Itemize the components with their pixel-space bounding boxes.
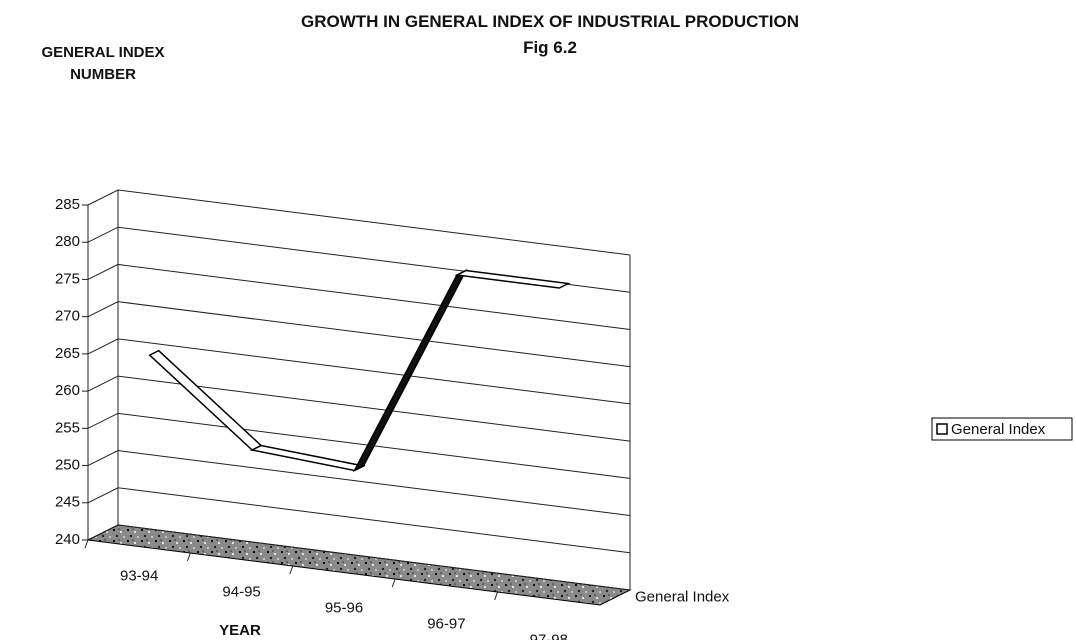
- x-tick: [186, 552, 191, 562]
- grid-line: [87, 263, 631, 330]
- y-axis-label: GENERAL INDEX NUMBER: [41, 44, 165, 83]
- grid-line: [87, 524, 631, 591]
- y-tick-label: 250: [55, 457, 80, 474]
- series-axis-label: General Index: [635, 588, 730, 605]
- y-tick-label: 245: [55, 494, 80, 511]
- grid-line: [87, 338, 631, 405]
- x-tick-label: 97-98: [530, 631, 568, 640]
- y-tick-label: 255: [55, 419, 80, 436]
- y-tick-label: 285: [55, 196, 80, 213]
- ribbon-segment: [249, 444, 366, 472]
- x-tick: [84, 539, 89, 549]
- grid-line: [87, 450, 631, 517]
- grid-line: [87, 412, 631, 479]
- y-tick-label: 275: [55, 270, 80, 287]
- grid-line: [87, 301, 631, 368]
- floor: [86, 524, 632, 606]
- x-tick-label: 95-96: [325, 599, 363, 616]
- y-tick-label: 240: [55, 531, 80, 548]
- x-tick: [289, 565, 294, 575]
- y-tick-label: 260: [55, 382, 80, 399]
- ribbon-segment: [148, 349, 263, 451]
- x-tick-label: 93-94: [120, 567, 158, 584]
- x-axis-label: YEAR: [219, 622, 261, 639]
- legend-label: General Index: [951, 421, 1046, 438]
- ribbon-segment: [454, 269, 571, 289]
- y-tick-label: 265: [55, 345, 80, 362]
- chart-subtitle: Fig 6.2: [523, 38, 577, 57]
- legend-swatch: [936, 423, 948, 435]
- ribbon-segment: [352, 268, 468, 473]
- grid-line: [87, 375, 631, 442]
- legend-box: [931, 417, 1073, 441]
- y-tick-label: 270: [55, 308, 80, 325]
- x-tick-label: 96-97: [427, 615, 465, 632]
- chart-title: GROWTH IN GENERAL INDEX OF INDUSTRIAL PR…: [300, 12, 800, 31]
- grid-line: [87, 226, 631, 293]
- x-tick: [494, 591, 499, 601]
- x-tick-label: 94-95: [222, 583, 260, 600]
- x-tick: [391, 578, 396, 588]
- y-tick-label: 280: [55, 233, 80, 250]
- grid-line: [87, 189, 631, 256]
- grid-line: [87, 487, 631, 554]
